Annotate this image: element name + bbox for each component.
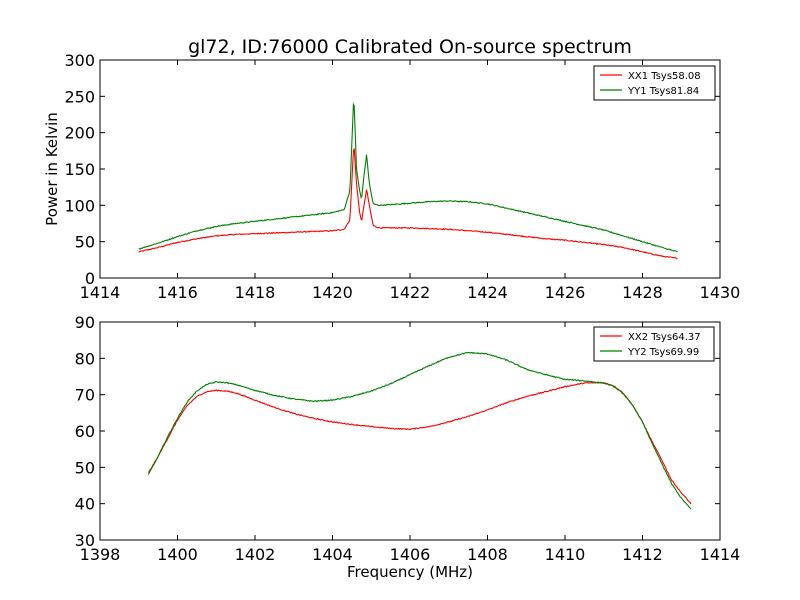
bottom-legend-box (593, 326, 715, 362)
bottom-y-tick-label: 60 (75, 422, 95, 441)
top-y-tick-label: 150 (64, 160, 95, 179)
top-x-tick-label: 1418 (235, 283, 276, 302)
bottom-legend: XX2 Tsys64.37 YY2 Tsys69.99 (593, 326, 715, 362)
top-spectrum-panel: 1414 1416 1418 1420 1422 1424 1426 1428 1430 0 50 1… (43, 51, 740, 302)
top-y-axis-label: Power in Kelvin (43, 112, 61, 226)
bottom-y-tick-label: 90 (75, 313, 95, 332)
bottom-legend-label-1: XX2 Tsys64.37 (628, 332, 701, 343)
bottom-x-tick-label: 1406 (390, 545, 431, 564)
top-y-tick-label: 300 (64, 51, 95, 70)
top-x-tick-label: 1422 (390, 283, 431, 302)
top-x-tick-label: 1416 (157, 283, 198, 302)
top-legend-label-1: XX1 Tsys58.08 (628, 71, 701, 82)
top-y-tick-label: 200 (64, 124, 95, 143)
bottom-legend-label-2: YY2 Tsys69.99 (627, 347, 699, 358)
top-x-tick-label: 1424 (467, 283, 508, 302)
top-legend-box (593, 65, 716, 101)
bottom-x-tick-label: 1402 (235, 545, 276, 564)
bottom-y-tick-label: 80 (75, 349, 95, 368)
top-y-tick-label: 0 (85, 269, 95, 288)
bottom-x-tick-label: 1414 (700, 545, 741, 564)
bottom-x-tick-label: 1412 (622, 545, 663, 564)
bottom-spectrum-panel: 1398 1400 1402 1404 1406 1408 1410 1412 1414 30 40… (75, 313, 741, 581)
top-series-2-line (138, 102, 678, 253)
top-x-tick-label: 1414 (80, 283, 121, 302)
top-legend: XX1 Tsys58.08 YY1 Tsys81.84 (593, 65, 716, 101)
top-series-1-line (138, 148, 678, 260)
bottom-series-2-line (147, 351, 692, 510)
bottom-x-tick-label: 1404 (312, 545, 353, 564)
bottom-y-tick-label: 70 (75, 386, 95, 405)
bottom-y-tick-label: 30 (75, 531, 95, 550)
top-y-tick-label: 50 (75, 233, 95, 252)
top-x-tick-label: 1430 (700, 283, 741, 302)
bottom-y-tick-label: 50 (75, 458, 95, 477)
top-x-tick-label: 1420 (312, 283, 353, 302)
bottom-x-axis-label: Frequency (MHz) (347, 563, 473, 581)
top-x-tick-label: 1426 (545, 283, 586, 302)
figure-title: gl72, ID:76000 Calibrated On-source spec… (188, 36, 632, 58)
bottom-x-tick-label: 1400 (157, 545, 198, 564)
bottom-x-tick-label: 1398 (80, 545, 121, 564)
top-legend-label-2: YY1 Tsys81.84 (627, 86, 699, 97)
top-x-tick-label: 1428 (622, 283, 663, 302)
bottom-y-tick-label: 40 (75, 495, 95, 514)
top-y-tick-label: 250 (64, 87, 95, 106)
bottom-x-tick-label: 1408 (467, 545, 508, 564)
bottom-x-tick-label: 1410 (545, 545, 586, 564)
top-y-tick-label: 100 (64, 196, 95, 215)
